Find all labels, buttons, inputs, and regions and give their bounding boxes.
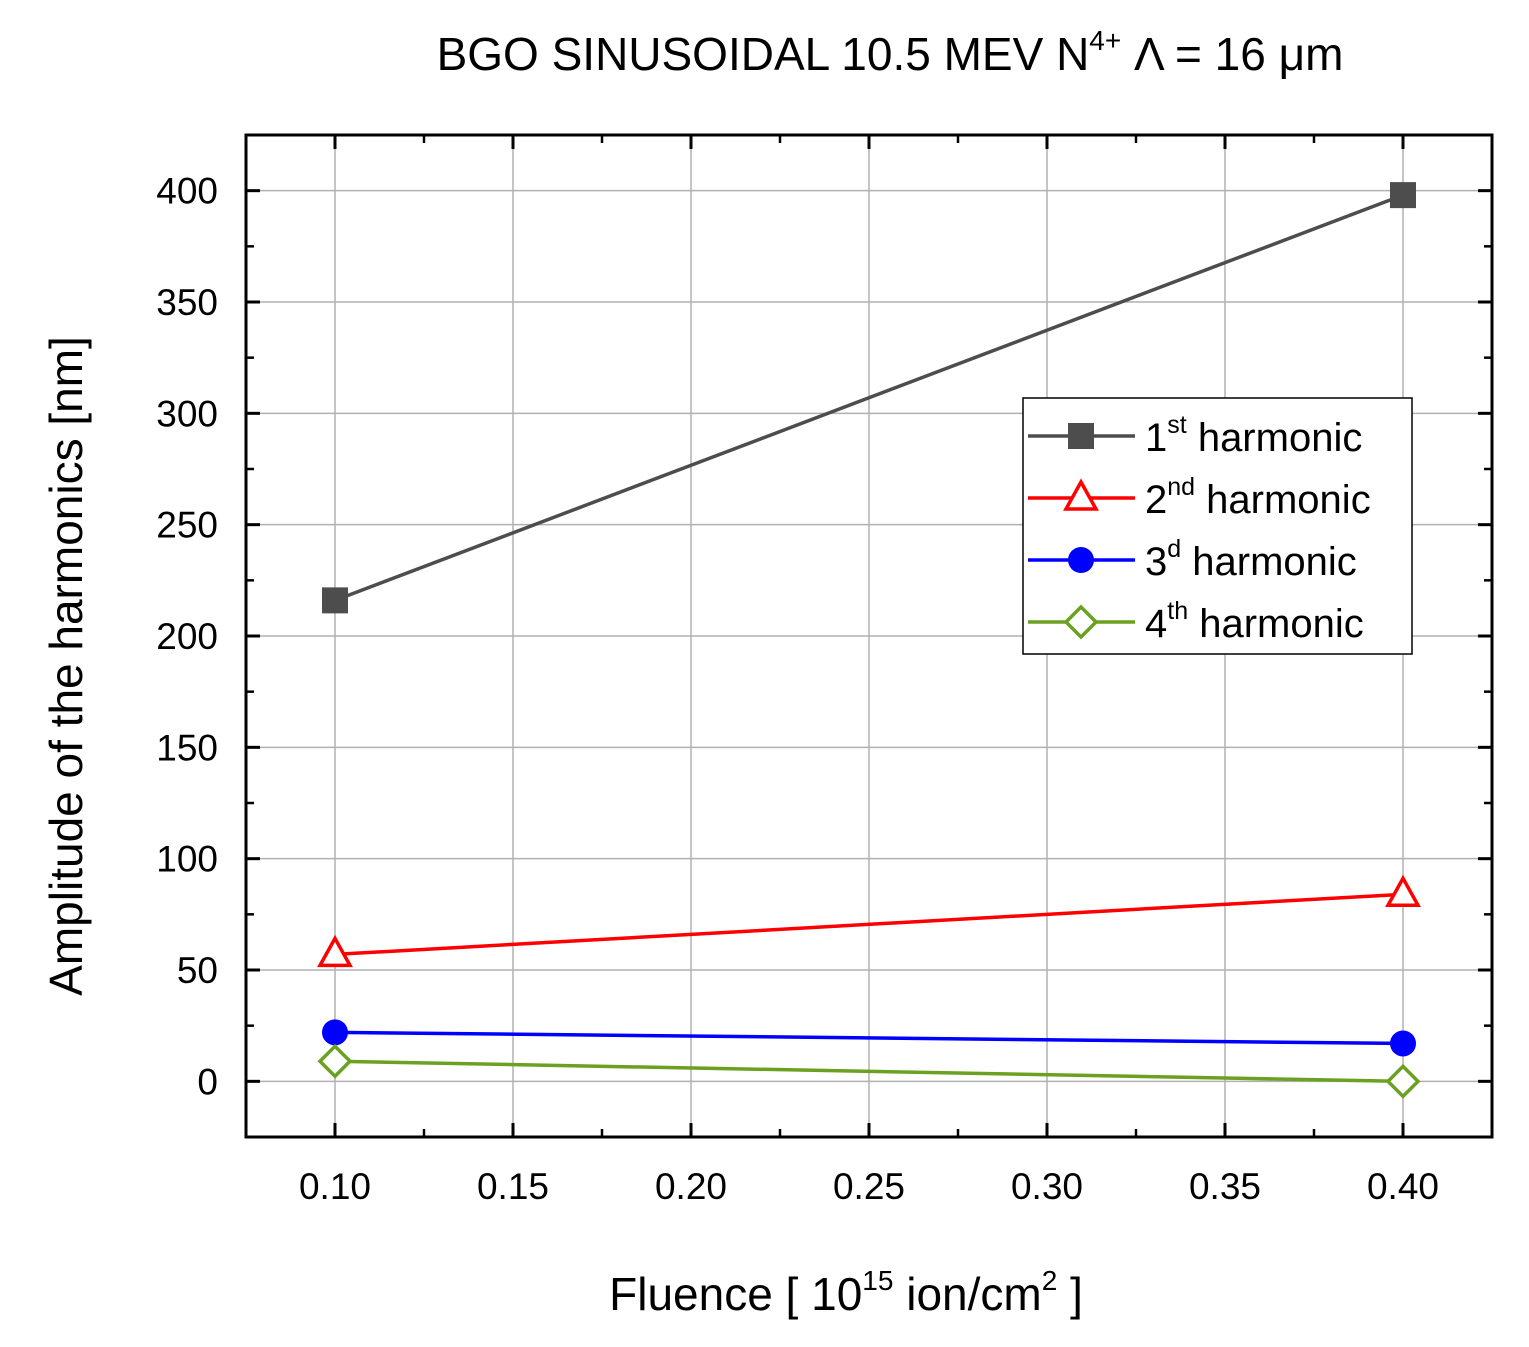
x-tick-label: 0.30 <box>1011 1166 1083 1207</box>
legend-label: 1st harmonic <box>1145 411 1362 460</box>
x-axis-label: Fluence [ 1015 ion/cm2 ] <box>609 1265 1083 1320</box>
data-point <box>317 934 353 968</box>
legend-label-sup: th <box>1167 597 1188 625</box>
series-line <box>334 1059 1404 1084</box>
legend-label-sup: nd <box>1167 473 1195 501</box>
legend-label-rest: harmonic <box>1181 540 1357 584</box>
series-1 <box>322 182 1416 614</box>
legend-label-rest: harmonic <box>1188 602 1364 646</box>
legend-item: 3d harmonic <box>1028 535 1357 584</box>
legend-label: 4th harmonic <box>1145 597 1364 646</box>
y-tick-label: 0 <box>197 1061 218 1102</box>
chart-title-rest: Λ = 16 μm <box>1121 28 1343 80</box>
series-4 <box>317 1043 1421 1099</box>
series-line <box>334 892 1404 957</box>
x-axis-label-end: ] <box>1057 1268 1083 1320</box>
x-tick-label: 0.10 <box>299 1166 371 1207</box>
series-3 <box>322 1019 1416 1057</box>
data-point <box>1390 182 1416 209</box>
x-tick-label: 0.35 <box>1189 1166 1261 1207</box>
legend-label-main: 1 <box>1145 416 1167 460</box>
y-tick-label: 150 <box>156 727 218 768</box>
data-point <box>322 587 348 614</box>
legend-label-rest: harmonic <box>1187 416 1363 460</box>
y-tick-label: 400 <box>156 171 218 212</box>
legend-marker <box>1068 547 1094 573</box>
y-axis-label: Amplitude of the harmonics [nm] <box>40 336 92 996</box>
y-tick-label: 300 <box>156 393 218 434</box>
y-tick-label: 200 <box>156 616 218 657</box>
chart-title-main: BGO SINUSOIDAL 10.5 MEV N <box>437 28 1090 80</box>
legend-item: 1st harmonic <box>1028 411 1362 460</box>
legend-label-main: 2 <box>1145 478 1167 522</box>
axis-ticks: 0.10 0.15 0.20 0.25 0.30 0.35 0.40 0 50 100 150 200… <box>156 135 1492 1207</box>
legend-item: 4th harmonic <box>1028 597 1364 646</box>
x-tick-label: 0.40 <box>1367 1166 1439 1207</box>
legend-marker <box>1063 478 1099 511</box>
data-point <box>1385 1063 1421 1099</box>
legend-label-sup: d <box>1167 535 1181 563</box>
series-line <box>334 193 1404 603</box>
series-2 <box>317 874 1421 968</box>
legend-marker <box>1063 604 1099 640</box>
x-tick-label: 0.20 <box>655 1166 727 1207</box>
x-axis-label-sup2: 2 <box>1042 1265 1058 1296</box>
data-point <box>1385 874 1421 908</box>
y-tick-label: 100 <box>156 839 218 880</box>
y-tick-label: 50 <box>177 950 218 991</box>
legend-item: 2nd harmonic <box>1028 473 1371 522</box>
y-tick-label: 250 <box>156 505 218 546</box>
series-layer <box>317 182 1421 1099</box>
legend-label-main: 3 <box>1145 540 1167 584</box>
x-axis-label-mid: ion/cm <box>893 1268 1041 1320</box>
data-point <box>1390 1030 1416 1057</box>
chart-title-sup: 4+ <box>1089 25 1121 56</box>
legend-marker <box>1068 423 1094 449</box>
x-tick-label: 0.15 <box>477 1166 549 1207</box>
legend-label: 3d harmonic <box>1145 535 1357 584</box>
legend-label-sup: st <box>1167 411 1187 439</box>
x-axis-label-main: Fluence [ 10 <box>609 1268 862 1320</box>
x-axis-label-sup1: 15 <box>862 1265 893 1296</box>
chart-title: BGO SINUSOIDAL 10.5 MEV N4+ Λ = 16 μm <box>437 25 1344 80</box>
legend-label-rest: harmonic <box>1195 478 1371 522</box>
data-point <box>322 1019 348 1046</box>
series-line <box>334 1030 1404 1046</box>
x-tick-label: 0.25 <box>833 1166 905 1207</box>
data-point <box>317 1043 353 1079</box>
legend-label: 2nd harmonic <box>1145 473 1371 522</box>
legend-label-main: 4 <box>1145 602 1167 646</box>
y-tick-label: 350 <box>156 282 218 323</box>
